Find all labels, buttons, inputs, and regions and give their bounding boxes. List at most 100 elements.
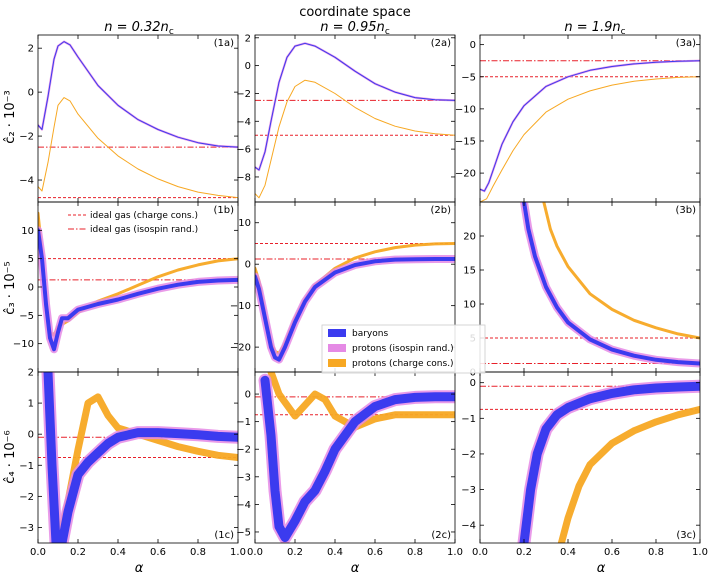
- panel-tag: (1c): [214, 530, 234, 541]
- y-tick-label: −2: [19, 132, 34, 143]
- y-tick-label: −2: [236, 89, 251, 100]
- y-tick-label: −1: [19, 461, 34, 472]
- panel-frame: [479, 371, 701, 544]
- protons-isospin-band: [258, 373, 455, 543]
- x-axis-label-3: α: [597, 561, 606, 576]
- panel-frame: [479, 34, 701, 203]
- row-ylabel-1: ĉ₂ · 10⁻³: [3, 90, 18, 143]
- column-title-3: n = 1.9nc: [564, 20, 625, 37]
- x-tick-label: 0.0: [247, 547, 263, 558]
- legend-baryons-label: baryons: [352, 329, 388, 339]
- y-tick-label: 0: [28, 88, 34, 99]
- y-tick-label: 0: [245, 61, 251, 72]
- panel-7: −3 −2 −1 0 1 2 0.0 0.2 0.4 0.6 0.8 1.0 (1c): [19, 368, 246, 559]
- protons-isospin-band: [38, 40, 238, 149]
- y-tick-label: −3: [19, 523, 34, 534]
- y-tick-label: 2: [28, 368, 34, 379]
- legend-box: [321, 324, 486, 374]
- x-tick-label: 0.6: [150, 547, 166, 558]
- panel-8: −5 −4 −3 −2 −1 0 0.0 0.2 0.4 0.6 0.8 1.0 (2c): [236, 371, 463, 558]
- panel-4: −10 −5 0 5 10 (1b): [13, 201, 239, 373]
- x-tick-label: 0.8: [648, 547, 664, 558]
- y-tick-label: −1: [236, 417, 251, 428]
- baryons-band: [255, 42, 455, 171]
- x-tick-label: 1.0: [692, 547, 708, 558]
- baryons-band: [38, 228, 238, 352]
- baryons-band: [480, 60, 700, 192]
- panel-tag: (1a): [214, 38, 234, 49]
- y-tick-label: −5: [236, 527, 251, 538]
- panel-frame: [479, 201, 701, 373]
- y-tick-label: 20: [463, 232, 476, 243]
- panel-5: −20 −10 0 10 (2b): [230, 201, 456, 373]
- x-tick-label: 0.0: [30, 547, 46, 558]
- y-tick-label: −20: [230, 343, 251, 354]
- protons-charge-cons-band: [267, 372, 455, 431]
- panel-6: 05101520(3b): [463, 201, 701, 379]
- baryons-band: [519, 381, 700, 543]
- legend-ideal-isospin-label: ideal gas (isospin rand.): [90, 225, 198, 235]
- protons-isospin-band: [480, 59, 700, 193]
- legend-charge-label: protons (charge cons.): [352, 359, 454, 369]
- protons-charge-cons-band: [480, 76, 700, 202]
- panel-tag: (2a): [431, 38, 451, 49]
- figure-title: coordinate space: [299, 5, 411, 20]
- y-tick-label: −6: [236, 145, 251, 156]
- panel-tag: (3c): [676, 530, 696, 541]
- x-tick-label: 0.4: [110, 547, 126, 558]
- y-tick-label: −2: [19, 492, 34, 503]
- protons-isospin-band: [38, 226, 238, 354]
- y-tick-label: −3: [461, 485, 476, 496]
- panel-tag: (2c): [431, 530, 451, 541]
- x-tick-label: 0.8: [407, 547, 423, 558]
- y-tick-label: 1: [28, 399, 34, 410]
- panel-tag: (1b): [213, 205, 234, 216]
- y-tick-label: 2: [28, 44, 34, 55]
- panel-frame: [37, 371, 239, 544]
- panel-tag: (3a): [676, 38, 696, 49]
- y-tick-label: 0: [470, 378, 476, 389]
- x-tick-label: 0.2: [70, 547, 86, 558]
- legend-charge-swatch: [328, 359, 346, 367]
- panel-tag: (3b): [675, 205, 696, 216]
- legend-isospin-label: protons (isospin rand.): [352, 344, 454, 354]
- y-tick-label: −20: [455, 169, 476, 180]
- protons-charge-cons-band: [542, 202, 700, 340]
- panel-3: −20 −15 −10 −5 0 (3a): [455, 34, 701, 203]
- y-tick-label: −5: [461, 72, 476, 83]
- row-ylabel-2: ĉ₃ · 10⁻⁵: [3, 261, 18, 314]
- x-tick-label: 0.0: [472, 547, 488, 558]
- panel-2: −8 −6 −4 −2 0 2 (2a): [236, 33, 456, 203]
- y-tick-label: −4: [461, 521, 476, 532]
- y-tick-label: −2: [461, 449, 476, 460]
- y-tick-label: 0: [470, 40, 476, 51]
- protons-charge-cons-band: [38, 97, 238, 199]
- x-tick-label: 0.4: [560, 547, 576, 558]
- y-tick-label: 15: [463, 266, 476, 277]
- y-tick-label: 0: [28, 430, 34, 441]
- y-tick-label: 0: [28, 283, 34, 294]
- legend-isospin-swatch: [328, 344, 346, 352]
- x-tick-label: 1.0: [447, 547, 463, 558]
- y-tick-label: −5: [19, 311, 34, 322]
- baryons-band: [38, 41, 238, 148]
- y-tick-label: −4: [19, 176, 34, 187]
- y-tick-label: −15: [455, 136, 476, 147]
- y-tick-label: 0: [245, 260, 251, 271]
- x-axis-label-1: α: [135, 561, 144, 576]
- x-tick-label: 0.2: [516, 547, 532, 558]
- y-tick-label: 2: [245, 33, 251, 44]
- y-tick-label: 10: [238, 218, 251, 229]
- panel-9: −4 −3 −2 −1 0 0.0 0.2 0.4 0.6 0.8 1.0 (3c): [461, 371, 708, 558]
- column-title-1: n = 0.32nc: [104, 20, 174, 37]
- x-tick-label: 1.0: [230, 547, 246, 558]
- baryons-band: [260, 375, 455, 542]
- y-tick-label: −10: [13, 339, 34, 350]
- row-ylabel-3: ĉ₄ · 10⁻⁶: [3, 430, 18, 483]
- y-tick-label: −8: [236, 172, 251, 183]
- legend-baryons-swatch: [328, 329, 346, 337]
- legend-ideal-gas: ideal gas (charge cons.) ideal gas (isos…: [68, 211, 198, 235]
- baryons-band: [522, 202, 700, 366]
- x-axis-label-2: α: [351, 561, 360, 576]
- legend-bands: baryons protons (isospin rand.) protons …: [321, 324, 486, 374]
